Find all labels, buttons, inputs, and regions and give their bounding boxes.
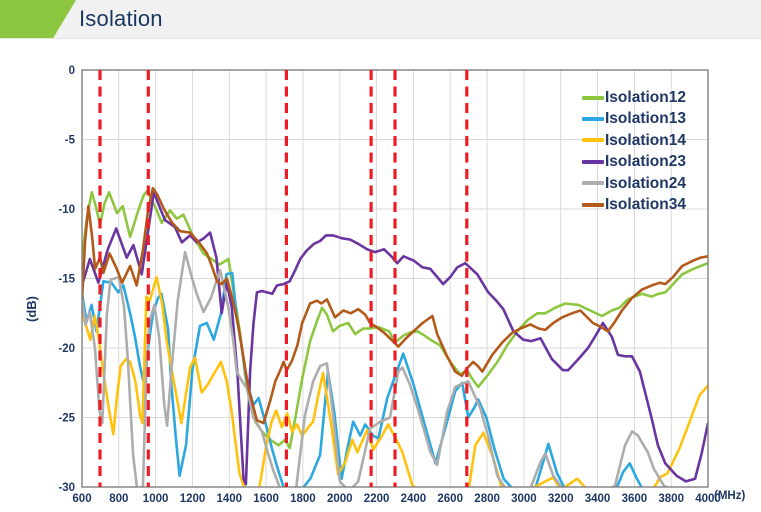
legend-swatch-isolation24	[582, 181, 604, 186]
x-tick-label: 1600	[253, 493, 279, 505]
legend-swatch-isolation12	[582, 95, 604, 100]
x-tick-label: 3400	[585, 493, 611, 505]
y-axis-label: (dB)	[24, 296, 39, 322]
legend-swatch-isolation13	[582, 117, 604, 122]
x-tick-label: 3800	[658, 493, 684, 505]
series-isolation34	[82, 186, 708, 425]
x-tick-label: 1000	[143, 493, 169, 505]
gridlines	[82, 70, 708, 487]
y-tick-label: -30	[58, 482, 75, 494]
series-isolation13	[82, 271, 643, 487]
x-tick-label: 3600	[622, 493, 648, 505]
legend-label: Isolation13	[605, 110, 686, 128]
x-tick-label: 2400	[401, 493, 427, 505]
series-isolation24	[82, 250, 670, 487]
legend-label: Isolation14	[605, 131, 686, 149]
band-edge-markers	[98, 70, 469, 487]
x-axis-unit-label: (MHz)	[714, 490, 746, 502]
legend-swatch-isolation23	[582, 159, 604, 164]
axis-tick-labels: 600 800 1000 1200 1400 1600 1800 2000 2200 2400 26…	[58, 65, 720, 505]
x-tick-label: 3000	[511, 493, 537, 505]
legend-swatch-isolation14	[582, 138, 604, 143]
series-isolation14	[82, 275, 708, 487]
x-tick-label: 1800	[290, 493, 316, 505]
y-tick-label: -15	[58, 274, 75, 286]
y-tick-label: -5	[65, 135, 76, 147]
series-isolation12	[82, 189, 708, 450]
legend-item-isolation23: Isolation23	[582, 151, 686, 172]
legend-item-isolation14: Isolation14	[582, 130, 686, 151]
x-tick-label: 2200	[364, 493, 390, 505]
legend-label: Isolation12	[605, 88, 686, 106]
x-tick-label: 2800	[474, 493, 500, 505]
x-tick-label: 2000	[327, 493, 353, 505]
y-tick-label: 0	[69, 65, 75, 77]
header-band	[0, 0, 761, 39]
x-tick-label: 1400	[217, 493, 243, 505]
legend-item-isolation13: Isolation13	[582, 108, 686, 129]
legend-item-isolation24: Isolation24	[582, 173, 686, 194]
legend-label: Isolation34	[605, 195, 686, 213]
legend-swatch-isolation34	[582, 202, 604, 207]
legend-label: Isolation24	[605, 174, 686, 192]
legend-label: Isolation23	[605, 153, 686, 171]
x-tick-label: 1200	[180, 493, 206, 505]
series-lines	[82, 186, 708, 487]
x-tick-label: 3200	[548, 493, 574, 505]
legend-item-isolation12: Isolation12	[582, 87, 686, 108]
x-tick-label: 4000	[695, 493, 721, 505]
legend-item-isolation34: Isolation34	[582, 194, 686, 215]
x-tick-label: 800	[109, 493, 128, 505]
legend: Isolation12 Isolation13 Isolation14 Isol…	[582, 87, 686, 215]
y-tick-label: -25	[58, 413, 75, 425]
y-tick-label: -20	[58, 343, 75, 355]
x-tick-label: 600	[72, 493, 91, 505]
x-tick-label: 2600	[437, 493, 463, 505]
y-tick-label: -10	[58, 204, 75, 216]
page-title: Isolation	[79, 6, 163, 31]
